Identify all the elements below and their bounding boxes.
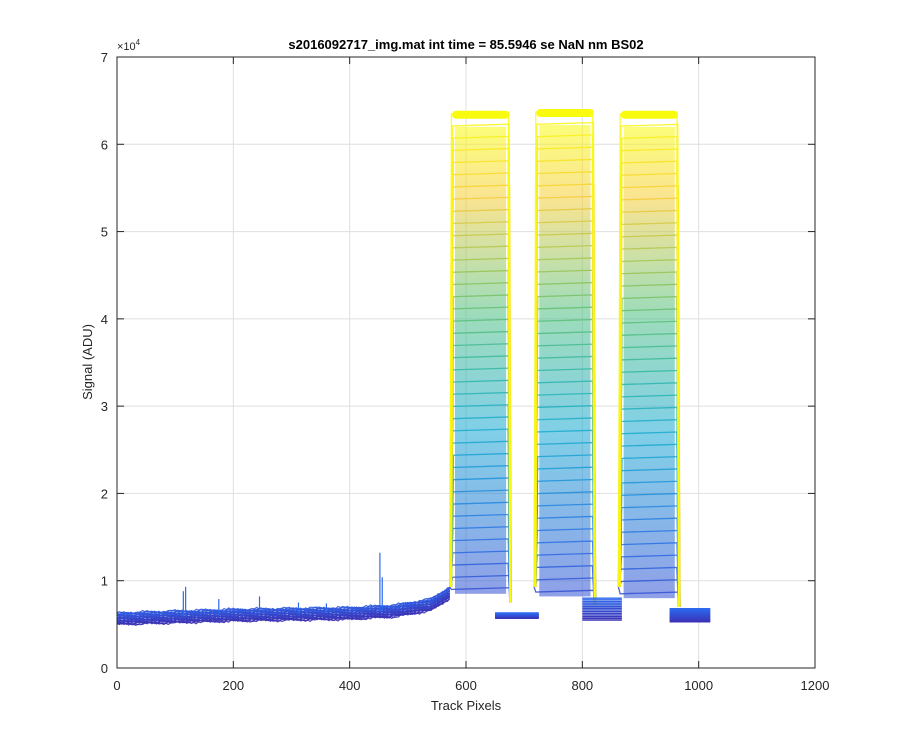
plateau-cap [536, 108, 594, 117]
plateau-trace [618, 123, 681, 607]
y-exponent-label: ×104 [117, 38, 141, 53]
y-tick-label: 6 [101, 137, 108, 152]
x-tick-label: 0 [113, 678, 120, 693]
x-axis-label: Track Pixels [431, 698, 502, 713]
series-group [117, 108, 711, 627]
plateau-trace [534, 121, 596, 606]
x-tick-label: 800 [571, 678, 593, 693]
y-tick-label: 0 [101, 661, 108, 676]
x-tick-label: 600 [455, 678, 477, 693]
chart-title: s2016092717_img.mat int time = 85.5946 s… [288, 37, 643, 52]
y-tick-label: 2 [101, 486, 108, 501]
y-exponent-power: 4 [136, 38, 141, 47]
x-tick-label: 200 [222, 678, 244, 693]
x-tick-label: 1000 [684, 678, 713, 693]
y-tick-label: 1 [101, 574, 108, 589]
plateau-fill [454, 126, 507, 594]
baseline-trace [117, 586, 450, 616]
y-tick-label: 4 [101, 312, 108, 327]
y-tick-label: 5 [101, 225, 108, 240]
plateau-fill [623, 126, 675, 599]
plateau-fill [539, 125, 591, 597]
y-exponent-base: ×10 [117, 41, 136, 53]
x-tick-label: 400 [339, 678, 361, 693]
ticks: 0 200 400 600 800 1000 1200 0 1 2 3 4 5 6 7 [101, 50, 830, 693]
x-tick-label: 1200 [801, 678, 830, 693]
y-tick-label: 7 [101, 50, 108, 65]
y-tick-label: 3 [101, 399, 108, 414]
y-axis-label: Signal (ADU) [80, 324, 95, 400]
plateau-cap [452, 110, 510, 119]
plateau-trace [450, 123, 512, 603]
plateau-cap [620, 110, 678, 119]
